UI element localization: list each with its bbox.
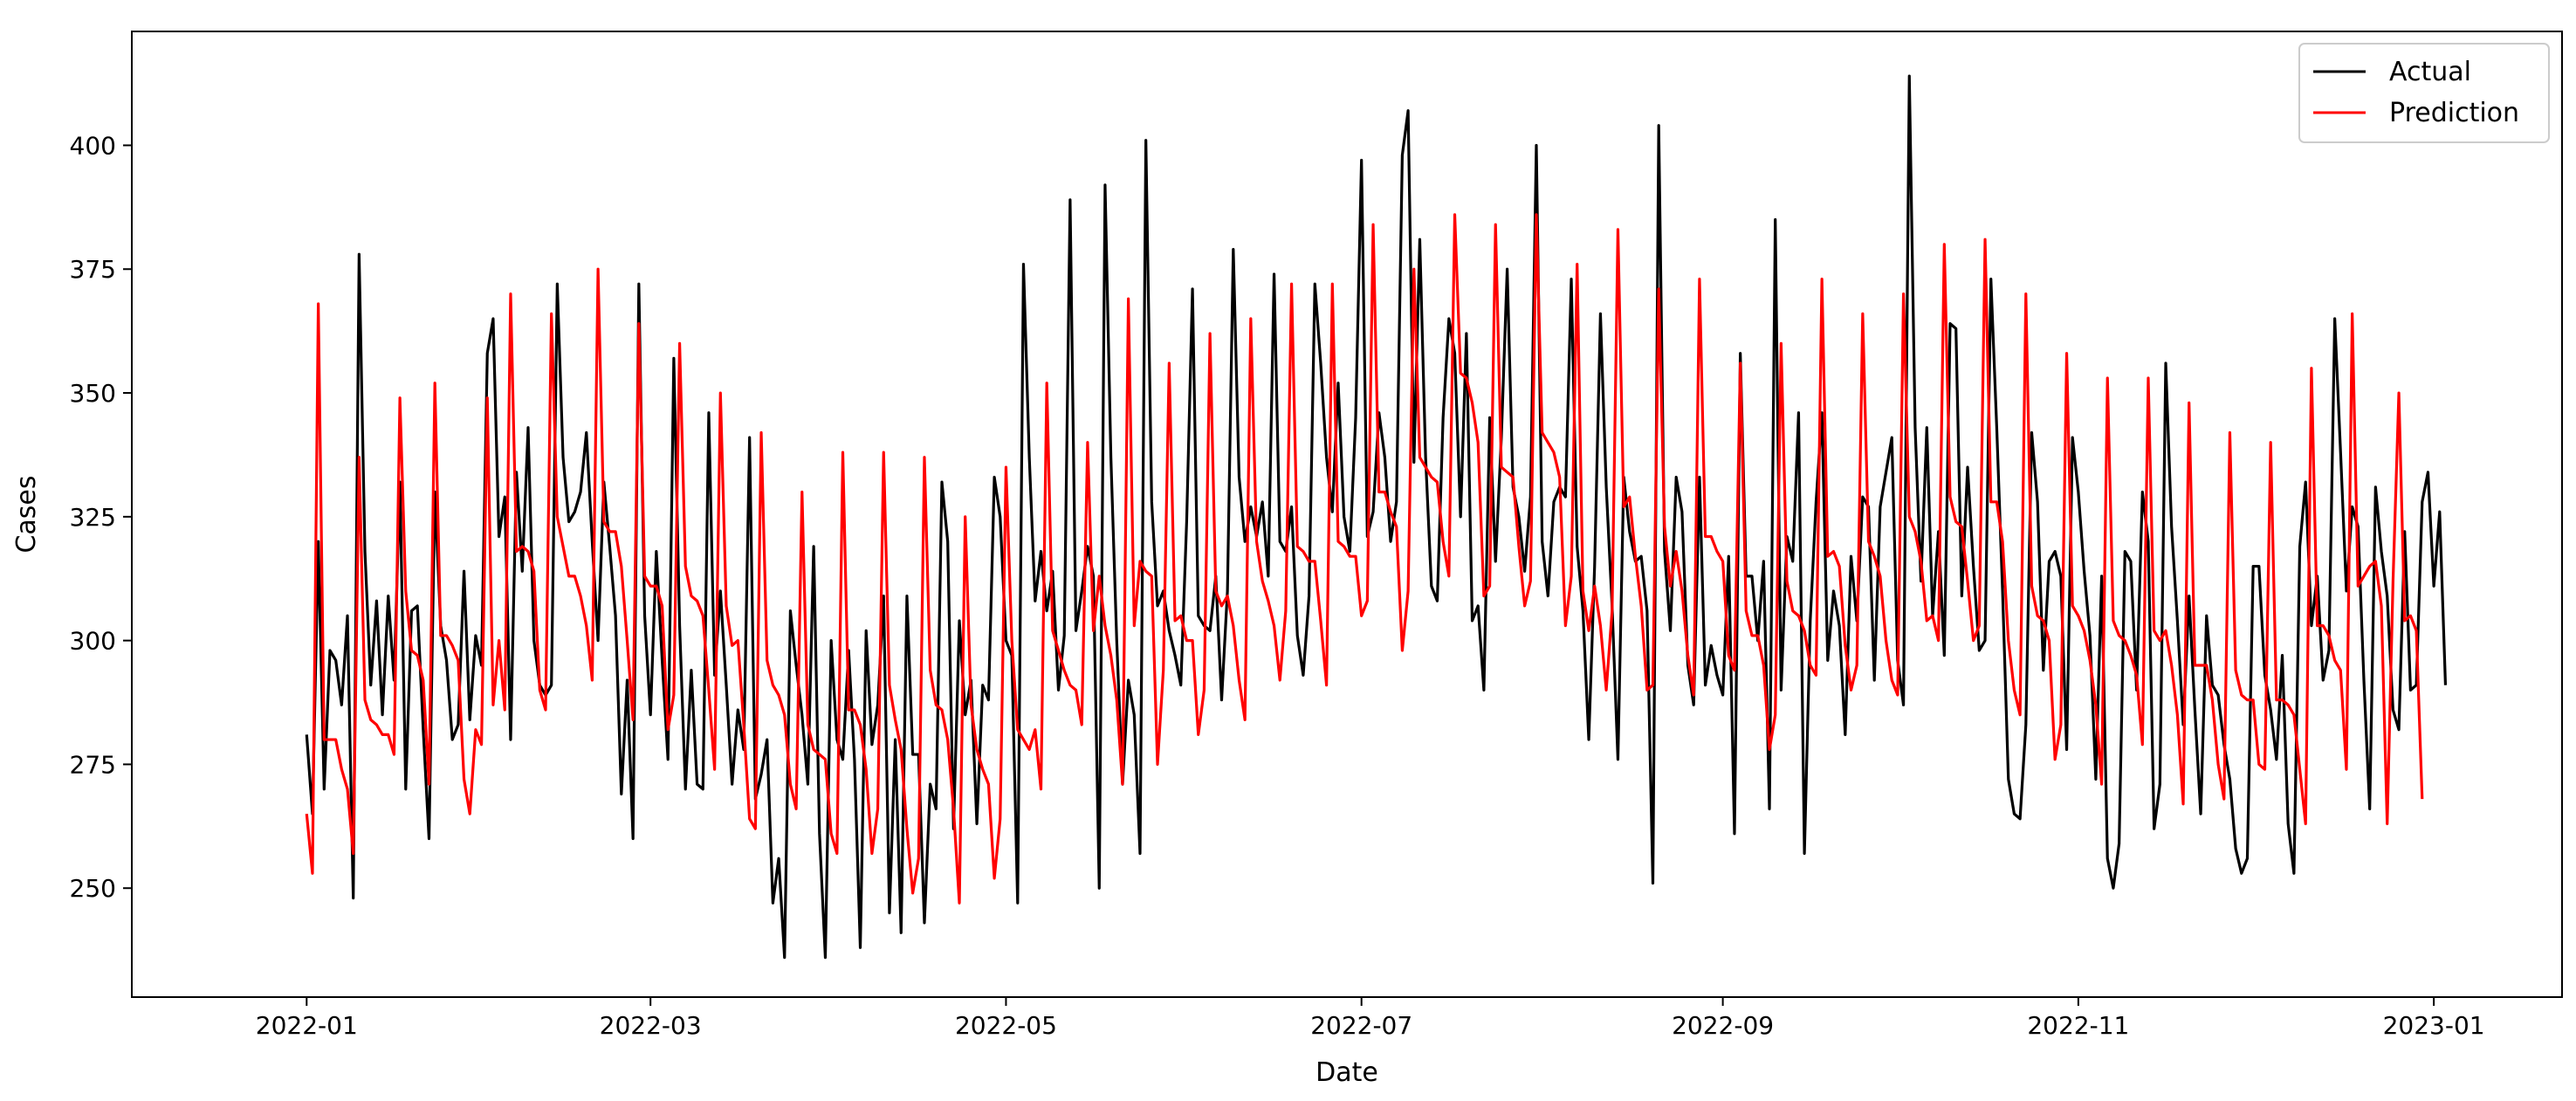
x-tick-label: 2022-09 [1672, 1011, 1774, 1040]
legend-box [2298, 43, 2550, 143]
series-layer [305, 74, 2448, 960]
plot-area-frame [131, 31, 2563, 998]
y-tick-label: 275 [70, 750, 116, 779]
series-line-prediction [305, 213, 2424, 905]
legend-label-prediction: Prediction [2389, 98, 2519, 128]
x-axis: 2022-01 2022-03 2022-05 2022-07 2022-09 2022-… [256, 997, 2485, 1040]
y-tick-label: 375 [70, 255, 116, 284]
series-line-actual [305, 74, 2448, 960]
x-tick-label: 2022-07 [1310, 1011, 1412, 1040]
y-axis: 250 275 300 325 350 375 400 [70, 131, 132, 903]
y-axis-label: Cases [11, 475, 42, 553]
x-tick-label: 2022-03 [600, 1011, 702, 1040]
legend-label-actual: Actual [2389, 57, 2471, 87]
x-tick-label: 2023-01 [2383, 1011, 2485, 1040]
y-tick-label: 250 [70, 874, 116, 903]
x-axis-label: Date [1315, 1057, 1378, 1088]
y-tick-label: 350 [70, 379, 116, 408]
legend: Actual Prediction [2298, 43, 2550, 143]
y-tick-label: 300 [70, 627, 116, 656]
x-tick-label: 2022-11 [2027, 1011, 2129, 1040]
y-tick-label: 325 [70, 503, 116, 532]
x-tick-label: 2022-05 [955, 1011, 1057, 1040]
x-tick-label: 2022-01 [256, 1011, 358, 1040]
y-tick-label: 400 [70, 131, 116, 160]
